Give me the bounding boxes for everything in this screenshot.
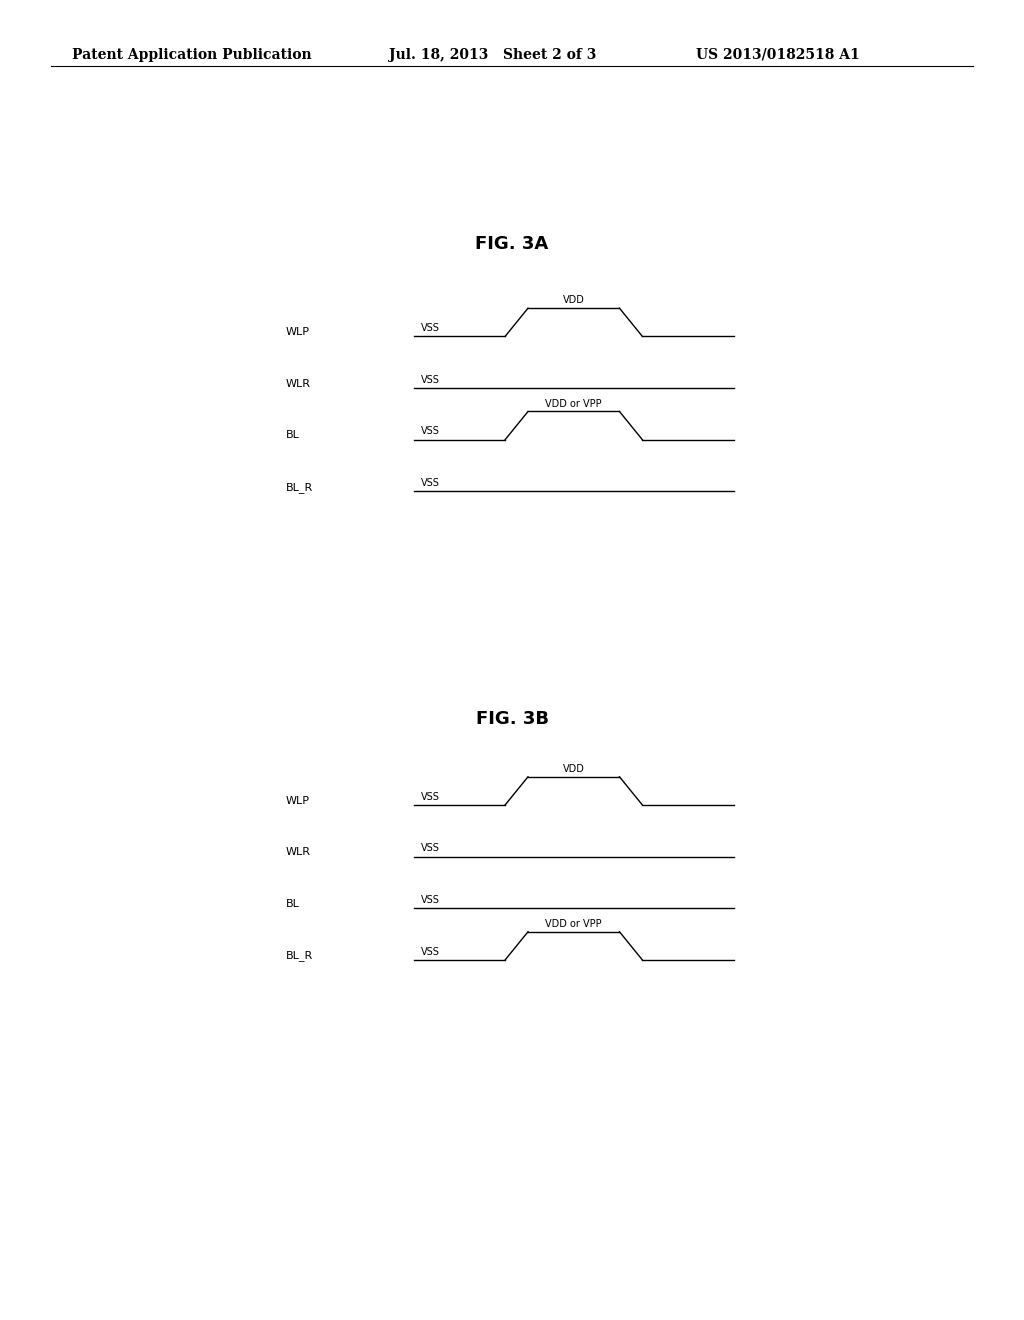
Text: FIG. 3B: FIG. 3B <box>475 710 549 729</box>
Text: VDD: VDD <box>563 764 585 774</box>
Text: VSS: VSS <box>421 375 439 384</box>
Text: VDD or VPP: VDD or VPP <box>546 919 602 929</box>
Text: BL: BL <box>286 899 299 909</box>
Text: VSS: VSS <box>421 426 439 437</box>
Text: WLP: WLP <box>286 327 309 337</box>
Text: Jul. 18, 2013   Sheet 2 of 3: Jul. 18, 2013 Sheet 2 of 3 <box>389 48 597 62</box>
Text: VSS: VSS <box>421 843 439 853</box>
Text: FIG. 3A: FIG. 3A <box>475 235 549 253</box>
Text: VSS: VSS <box>421 792 439 801</box>
Text: VDD: VDD <box>563 296 585 305</box>
Text: VSS: VSS <box>421 478 439 488</box>
Text: VSS: VSS <box>421 895 439 906</box>
Text: BL_R: BL_R <box>286 482 313 492</box>
Text: Patent Application Publication: Patent Application Publication <box>72 48 311 62</box>
Text: US 2013/0182518 A1: US 2013/0182518 A1 <box>696 48 860 62</box>
Text: WLP: WLP <box>286 796 309 805</box>
Text: WLR: WLR <box>286 847 310 858</box>
Text: WLR: WLR <box>286 379 310 389</box>
Text: VSS: VSS <box>421 323 439 333</box>
Text: BL_R: BL_R <box>286 950 313 961</box>
Text: VSS: VSS <box>421 946 439 957</box>
Text: BL: BL <box>286 430 299 441</box>
Text: VDD or VPP: VDD or VPP <box>546 399 602 409</box>
